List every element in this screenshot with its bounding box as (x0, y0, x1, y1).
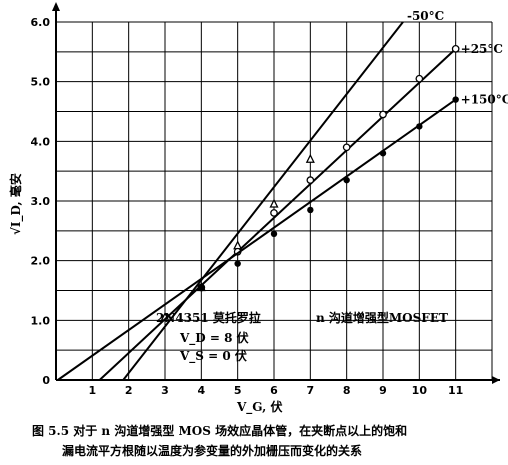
x-tick-label: 2 (125, 384, 133, 397)
data-point (198, 284, 205, 291)
data-point (343, 176, 350, 184)
data-point (307, 206, 314, 214)
data-point (306, 176, 315, 184)
axes (52, 2, 500, 384)
series-line (57, 98, 457, 381)
y-tick-label: 2.0 (31, 255, 51, 268)
y-axis-arrow (52, 2, 60, 11)
data-point (270, 209, 278, 217)
vd-annotation: V_D = 8 伏 (179, 330, 249, 346)
data-point (452, 96, 459, 103)
data-point (342, 143, 351, 152)
x-tick-label: 4 (198, 384, 206, 397)
figure-caption-line-1: 图 5.5 对于 n 沟道增强型 MOS 场效应晶体管，在夹断点以上的饱和 (32, 424, 408, 438)
y-axis-label: √I_D, 毫安 (8, 173, 24, 235)
y-tick-label: 5.0 (31, 76, 51, 89)
x-tick-label: 6 (270, 384, 278, 397)
x-tick-label: 5 (234, 384, 242, 397)
y-tick-label: 4.0 (31, 135, 51, 148)
series-label: -50°C (407, 9, 444, 23)
mosfet-annotation: n 沟道增强型MOSFET (316, 310, 448, 325)
data-point (379, 110, 387, 119)
data-point (233, 240, 243, 250)
data-point (234, 260, 241, 267)
tick-labels: 1 2 3 4 5 6 7 8 9 10 11 0 1.0 2.0 3.0 4.0 5.0 6.0 (31, 16, 464, 397)
y-tick-label: 3.0 (31, 195, 51, 208)
x-axis-label: V_G, 伏 (236, 399, 283, 415)
chart: 1 2 3 4 5 6 7 8 9 10 11 0 1.0 2.0 3.0 4.0 5.0 6.0 -50°C +2… (8, 2, 508, 415)
x-tick-label: 10 (412, 384, 428, 397)
vs-annotation: V_S = 0 伏 (179, 348, 247, 364)
data-point (415, 74, 424, 83)
data-point (379, 150, 387, 157)
data-point (269, 198, 279, 208)
device-annotation: 2N4351 莫托罗拉 (156, 310, 261, 325)
data-point (270, 230, 278, 238)
x-tick-label: 3 (161, 384, 169, 397)
series-label: +150°C (461, 93, 508, 107)
x-tick-label: 1 (89, 384, 97, 397)
x-tick-label: 11 (448, 384, 463, 397)
data-point (305, 153, 315, 163)
x-tick-label: 8 (343, 384, 351, 397)
annotation-layer: V_G, 伏 √I_D, 毫安 2N4351 莫托罗拉 n 沟道增强型MOSFE… (8, 173, 448, 415)
series-label: +25°C (461, 42, 503, 56)
series-line (122, 21, 404, 381)
series-layer: -50°C +25°C +150°C (57, 9, 508, 381)
y-tick-label: 1.0 (31, 314, 51, 327)
x-axis-arrow (492, 376, 500, 384)
series-line (98, 48, 457, 381)
y-tick-label: 6.0 (31, 16, 51, 29)
data-point (451, 44, 460, 53)
figure-caption-line-2: 漏电流平方根随以温度为参变量的外加栅压而变化的关系 (62, 444, 363, 458)
x-tick-label: 7 (307, 384, 315, 397)
data-point (416, 123, 423, 130)
x-tick-label: 9 (379, 384, 387, 397)
y-tick-label: 0 (42, 374, 50, 387)
